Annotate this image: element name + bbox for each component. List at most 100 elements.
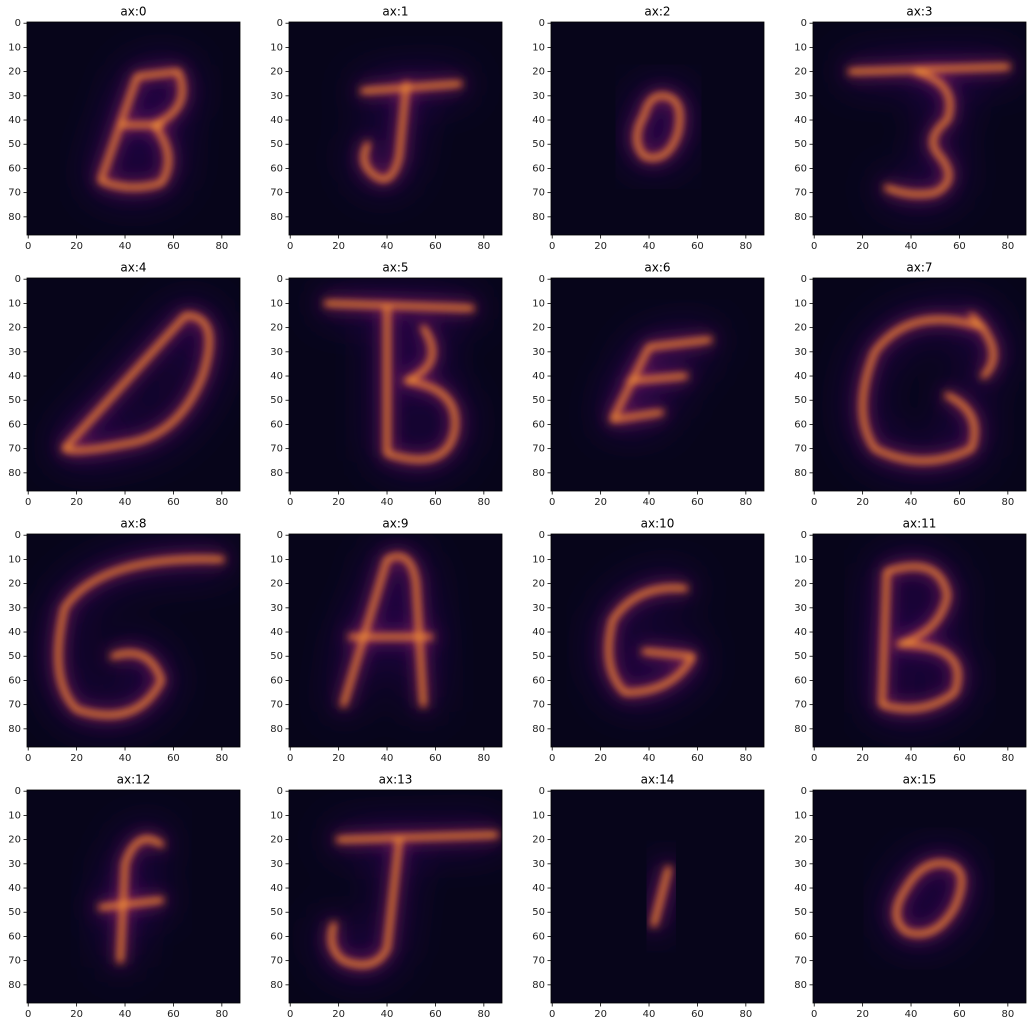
x-tick-label: 20 <box>856 753 869 764</box>
axes-frame <box>26 21 241 236</box>
y-tick-label: 0 <box>539 18 545 29</box>
y-tick-label: 10 <box>794 298 807 309</box>
y-tick-label: 70 <box>794 188 807 199</box>
axes-frame <box>550 277 765 492</box>
stroke-glow <box>361 82 461 181</box>
y-tick-label: 10 <box>532 554 545 565</box>
subplot-title: ax:3 <box>906 5 932 19</box>
y-tick-label: 50 <box>8 651 21 662</box>
y-tick-label: 80 <box>532 724 545 735</box>
y-tick-label: 10 <box>8 554 21 565</box>
y-tick-label: 80 <box>794 724 807 735</box>
y-tick-label: 30 <box>794 603 807 614</box>
y-tick-label: 70 <box>8 188 21 199</box>
x-tick-label: 80 <box>477 497 490 508</box>
subplot-title: ax:6 <box>644 261 670 275</box>
x-tick-label: 60 <box>953 241 966 252</box>
y-tick-label: 80 <box>794 468 807 479</box>
y-tick-label: 50 <box>794 395 807 406</box>
y-tick-label: 40 <box>794 371 807 382</box>
y-tick-label: 60 <box>794 931 807 942</box>
x-tick-label: 20 <box>332 1009 345 1020</box>
y-tick-label: 70 <box>532 700 545 711</box>
axes-frame <box>550 21 765 236</box>
y-tick-label: 20 <box>794 67 807 78</box>
y-tick-label: 20 <box>270 835 283 846</box>
y-tick-label: 20 <box>532 323 545 334</box>
y-tick-label: 0 <box>277 530 283 541</box>
y-tick-label: 40 <box>8 371 21 382</box>
x-tick-label: 60 <box>429 1009 442 1020</box>
y-tick-label: 20 <box>532 67 545 78</box>
heatmap-image <box>600 579 701 701</box>
stroke-glow <box>99 70 184 189</box>
y-tick-label: 0 <box>15 786 21 797</box>
y-tick-label: 0 <box>277 786 283 797</box>
subplot-title: ax:15 <box>903 773 937 787</box>
subplot-title: ax:7 <box>906 261 932 275</box>
subplot-title: ax:14 <box>641 773 675 787</box>
y-tick-label: 10 <box>794 554 807 565</box>
x-tick-label: 60 <box>429 753 442 764</box>
image-background <box>813 22 1026 235</box>
subplot-title: ax:2 <box>644 5 670 19</box>
y-tick-label: 30 <box>8 859 21 870</box>
y-tick-label: 0 <box>801 18 807 29</box>
y-tick-label: 10 <box>532 42 545 53</box>
heatmap-image <box>873 558 966 717</box>
x-tick-label: 60 <box>429 241 442 252</box>
stroke-glow <box>607 586 694 694</box>
y-tick-label: 0 <box>801 274 807 285</box>
x-tick-label: 20 <box>856 1009 869 1020</box>
axes-frame <box>288 789 503 1004</box>
y-tick-label: 20 <box>270 579 283 590</box>
x-tick-label: 20 <box>856 497 869 508</box>
subplot-title: ax:10 <box>641 517 675 531</box>
x-tick-label: 40 <box>643 497 656 508</box>
y-tick-label: 80 <box>532 468 545 479</box>
x-tick-label: 80 <box>1001 497 1014 508</box>
subplot: ax:7 0 20 40 60 80 0 10 20 30 40 50 60 70 80 <box>794 261 1027 508</box>
y-tick-label: 0 <box>539 786 545 797</box>
y-tick-label: 30 <box>270 347 283 358</box>
x-tick-label: 80 <box>1001 753 1014 764</box>
x-tick-label: 0 <box>811 497 817 508</box>
y-tick-label: 40 <box>8 115 21 126</box>
x-tick-label: 0 <box>25 1009 31 1020</box>
x-tick-label: 40 <box>381 497 394 508</box>
y-tick-label: 60 <box>532 675 545 686</box>
image-background <box>551 22 764 235</box>
y-tick-label: 70 <box>794 444 807 455</box>
x-tick-label: 80 <box>1001 1009 1014 1020</box>
x-tick-label: 40 <box>381 753 394 764</box>
y-tick-label: 60 <box>794 675 807 686</box>
y-tick-label: 50 <box>8 139 21 150</box>
image-background <box>551 534 764 747</box>
y-tick-label: 80 <box>532 980 545 991</box>
subplot: ax:9 0 20 40 60 80 0 10 20 30 40 50 60 70 80 <box>270 517 503 764</box>
y-tick-label: 20 <box>794 579 807 590</box>
y-tick-label: 80 <box>532 212 545 223</box>
x-tick-label: 60 <box>429 497 442 508</box>
y-tick-label: 0 <box>277 274 283 285</box>
x-tick-label: 80 <box>215 753 228 764</box>
y-tick-label: 0 <box>539 274 545 285</box>
subplot: ax:3 0 20 40 60 80 0 10 20 30 40 50 60 70 80 <box>794 5 1027 252</box>
y-tick-label: 40 <box>532 627 545 638</box>
x-tick-label: 0 <box>549 753 555 764</box>
stroke-glow <box>325 302 473 461</box>
y-tick-label: 20 <box>8 579 21 590</box>
y-tick-label: 30 <box>532 859 545 870</box>
x-tick-label: 80 <box>215 1009 228 1020</box>
subplot: ax:15 0 20 40 60 80 0 10 20 30 40 50 60 70 80 <box>794 773 1027 1020</box>
axes-frame <box>26 789 241 1004</box>
y-tick-label: 30 <box>794 347 807 358</box>
y-tick-label: 70 <box>270 956 283 967</box>
x-tick-label: 20 <box>332 753 345 764</box>
y-tick-label: 0 <box>15 18 21 29</box>
y-tick-label: 20 <box>8 67 21 78</box>
subplot: ax:2 0 20 40 60 80 0 10 20 30 40 50 60 70 80 <box>532 5 765 252</box>
subplot-title: ax:4 <box>120 261 146 275</box>
y-tick-label: 80 <box>794 212 807 223</box>
